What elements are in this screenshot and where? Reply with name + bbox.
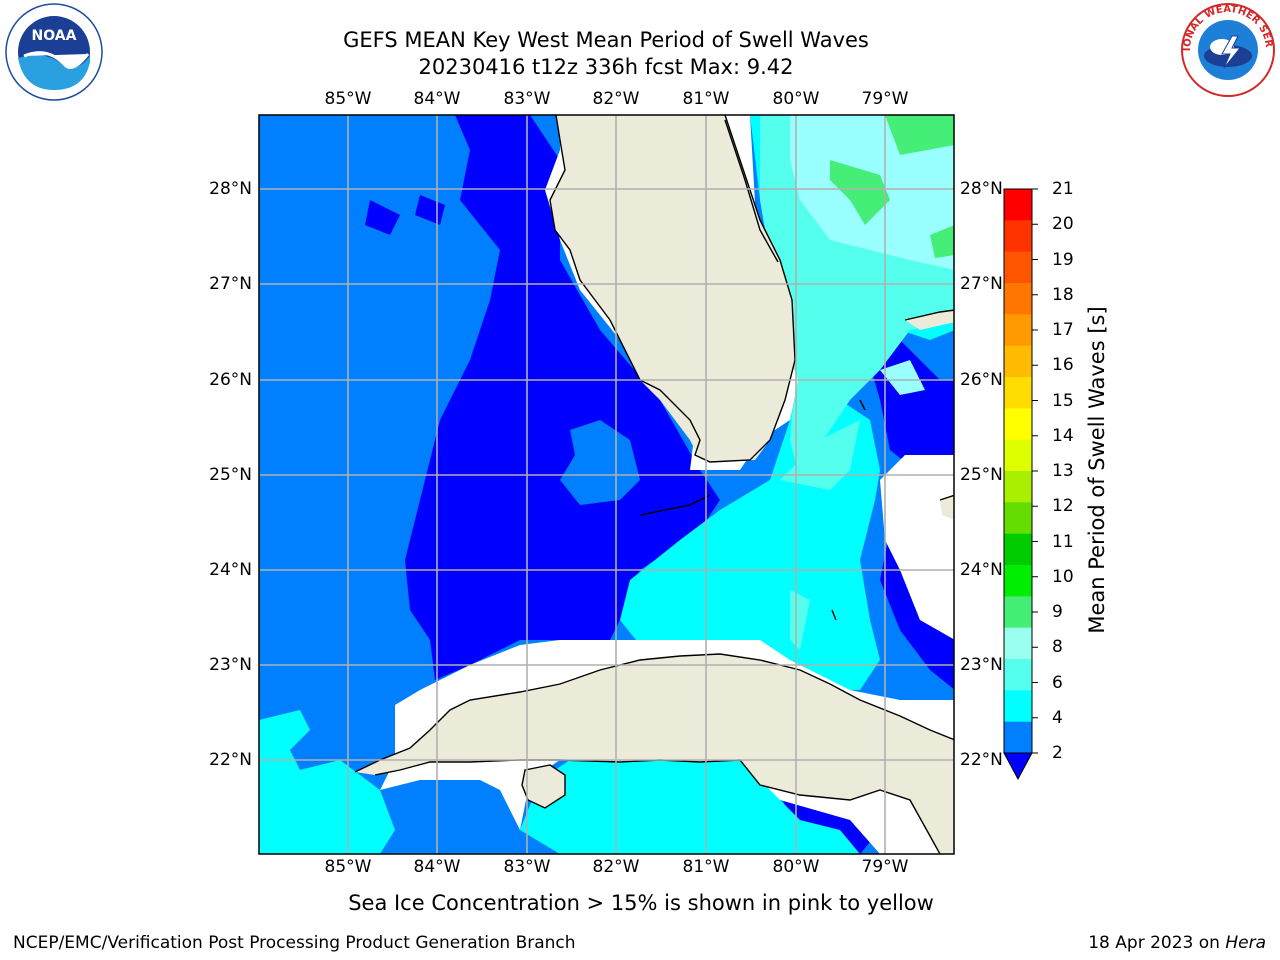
date-label: 18 Apr 2023 on — [1088, 933, 1226, 953]
colorbar-segment — [1004, 659, 1032, 691]
lat-label-right: 28°N — [960, 179, 1003, 199]
colorbar-tick-label: 17 — [1052, 320, 1074, 340]
colorbar-tick-label: 10 — [1052, 566, 1074, 587]
lon-label-top: 80°W — [772, 89, 820, 109]
colorbar-segment — [1004, 345, 1032, 378]
bahamas-land — [905, 310, 954, 520]
colorbar-tick-label: 21 — [1052, 179, 1074, 199]
colorbar — [1003, 188, 1038, 781]
lon-label-bottom: 82°W — [592, 857, 640, 877]
lon-label-bottom: 80°W — [772, 857, 820, 877]
colorbar-label: Mean Period of Swell Waves [s] — [1085, 306, 1109, 634]
coastlines — [354, 115, 954, 854]
swell-period-8-9-region — [790, 115, 954, 395]
florida-land — [550, 115, 795, 462]
lon-label-bottom: 84°W — [413, 857, 461, 877]
lat-label-left: 23°N — [209, 655, 252, 675]
colorbar-tick-label: 19 — [1052, 249, 1074, 270]
colorbar-tick-label: 8 — [1052, 637, 1063, 658]
lat-label-right: 27°N — [960, 274, 1003, 294]
colorbar-tick-label: 11 — [1052, 531, 1074, 552]
lon-label-top: 82°W — [592, 89, 640, 109]
lat-label-left: 26°N — [209, 370, 252, 390]
chart-title: GEFS MEAN Key West Mean Period of Swell … — [343, 28, 869, 52]
lon-label-top: 84°W — [413, 89, 461, 109]
colorbar-segment — [1004, 596, 1032, 629]
graticule — [259, 115, 954, 854]
colorbar-segment — [1004, 627, 1032, 660]
host-name: Hera — [1225, 933, 1266, 953]
colorbar-segment — [1004, 314, 1032, 347]
lon-label-bottom: 83°W — [503, 857, 551, 877]
colorbar-tick-label: 20 — [1052, 214, 1074, 235]
colorbar-extend-arrow — [1003, 752, 1033, 781]
svg-text:NOAA: NOAA — [32, 28, 77, 44]
credit-text: NCEP/EMC/Verification Post Processing Pr… — [13, 933, 576, 953]
colorbar-segment — [1004, 220, 1032, 253]
map-frame — [258, 114, 955, 855]
colorbar-segment — [1004, 690, 1032, 723]
colorbar-tick-label: 4 — [1052, 707, 1063, 728]
colorbar-segment — [1004, 502, 1032, 535]
lon-label-bottom: 79°W — [861, 857, 909, 877]
colorbar-tick-label: 12 — [1052, 496, 1074, 517]
lat-label-right: 25°N — [960, 465, 1003, 485]
lat-label-left: 22°N — [209, 750, 252, 770]
colorbar-segment — [1004, 377, 1032, 409]
lon-label-top: 81°W — [682, 89, 730, 109]
lat-label-right: 23°N — [960, 655, 1003, 675]
lon-label-top: 85°W — [324, 89, 372, 109]
lon-label-top: 83°W — [503, 89, 551, 109]
colorbar-segment — [1004, 408, 1032, 441]
colorbar-tick-label: 18 — [1052, 284, 1074, 305]
lat-label-left: 27°N — [209, 274, 252, 294]
isle-of-youth-land — [522, 765, 565, 808]
lon-label-bottom: 85°W — [324, 857, 372, 877]
no-data-region — [380, 115, 954, 854]
noaa-logo: NOAA — [5, 3, 103, 101]
lat-label-left: 28°N — [209, 179, 252, 199]
colorbar-tick-label: 9 — [1052, 602, 1063, 622]
colorbar-tick-label: 15 — [1052, 390, 1074, 411]
swell-period-lt2-region — [365, 115, 954, 854]
colorbar-segment — [1004, 283, 1032, 315]
chart-subtitle: 20230416 t12z 336h fcst Max: 9.42 — [418, 55, 794, 79]
colorbar-segment — [1004, 471, 1032, 503]
colorbar-tick-label: 13 — [1052, 461, 1074, 481]
swell-period-9-10-region — [830, 115, 954, 258]
cuba-land — [355, 654, 954, 854]
lat-label-right: 24°N — [960, 560, 1003, 580]
colorbar-tick-label: 16 — [1052, 355, 1074, 376]
colorbar-segment — [1004, 565, 1032, 597]
colorbar-segment — [1004, 251, 1032, 284]
colorbar-segment — [1004, 721, 1032, 754]
lat-label-right: 26°N — [960, 370, 1003, 390]
lon-label-top: 79°W — [861, 89, 909, 109]
colorbar-segment — [1004, 533, 1032, 566]
lat-label-left: 24°N — [209, 560, 252, 580]
lon-label-bottom: 81°W — [682, 857, 730, 877]
colorbar-tick-label: 14 — [1052, 425, 1074, 446]
sea-ice-footnote: Sea Ice Concentration > 15% is shown in … — [348, 891, 934, 915]
colorbar-tick-label: 6 — [1052, 672, 1063, 693]
lat-label-left: 25°N — [209, 465, 252, 485]
date-text: 18 Apr 2023 on Hera — [1088, 933, 1266, 953]
colorbar-segment — [1004, 189, 1032, 221]
map-layers — [259, 115, 954, 854]
colorbar-segment — [1004, 439, 1032, 472]
nws-logo: NATIONAL WEATHER SERVICE — [1180, 2, 1275, 97]
colorbar-tick-label: 2 — [1052, 743, 1063, 763]
swell-period-2-4-patch — [560, 420, 640, 505]
lat-label-right: 22°N — [960, 750, 1003, 770]
